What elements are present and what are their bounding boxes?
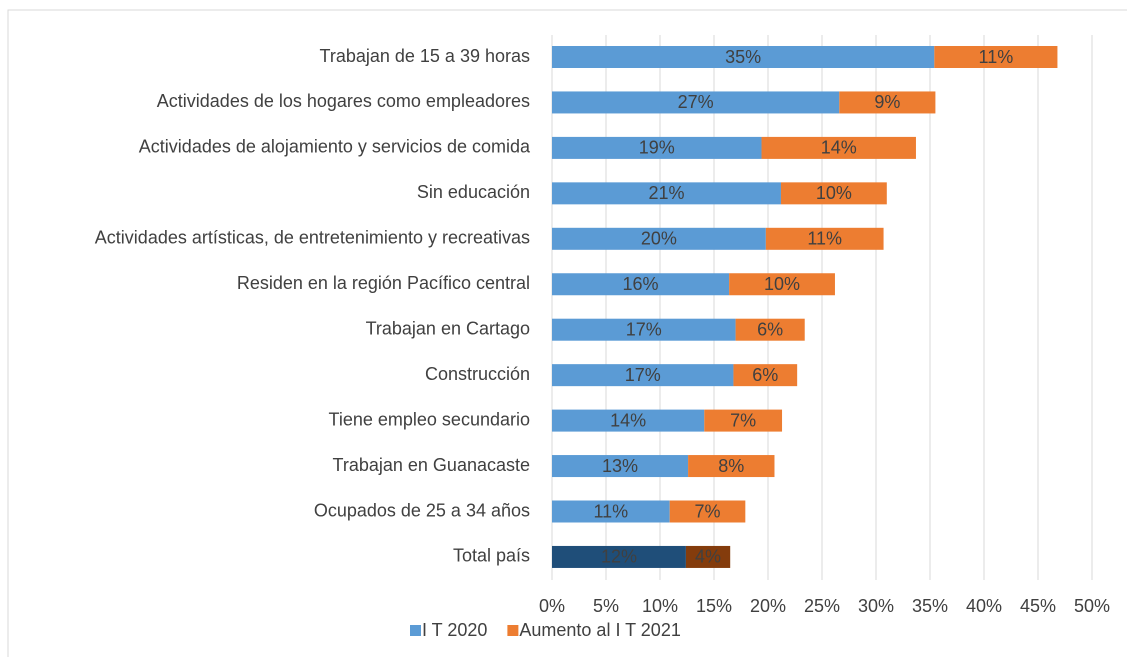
y-tick-label: Tiene empleo secundario (329, 409, 530, 429)
bar-segment (934, 46, 1058, 68)
bar-segment (552, 273, 730, 296)
y-tick-label: Trabajan en Guanacaste (333, 455, 530, 475)
data-label: 11% (594, 501, 629, 521)
data-label: 12% (601, 547, 637, 567)
data-label: 7% (695, 501, 721, 521)
data-label: 13% (602, 456, 638, 476)
x-tick-label: 40% (966, 596, 1002, 616)
bar-segment (780, 182, 887, 205)
bar-segment (761, 136, 916, 159)
bar-segment (688, 455, 775, 478)
y-tick-label: Actividades de los hogares como empleado… (157, 91, 530, 111)
bar-segment (765, 227, 884, 250)
data-label: 9% (874, 92, 900, 112)
y-tick-label: Construcción (425, 364, 530, 384)
y-tick-label: Total país (453, 546, 530, 566)
chart-border (7, 9, 1127, 657)
bar-segment (552, 455, 689, 478)
data-label: 4% (695, 547, 721, 567)
x-tick-label: 45% (1020, 596, 1056, 616)
x-tick-label: 0% (539, 596, 565, 616)
bar-segment (552, 91, 840, 114)
x-tick-label: 15% (696, 596, 732, 616)
bar-segment (685, 545, 731, 568)
bar-segment (552, 545, 686, 568)
data-label: 11% (807, 229, 842, 249)
data-label: 35% (725, 47, 761, 67)
bar-segment (733, 364, 798, 387)
bar-segment (552, 318, 736, 341)
x-tick-label: 25% (804, 596, 840, 616)
bar-segment (552, 364, 734, 387)
bar-segment (735, 318, 805, 341)
y-tick-label: Trabajan en Cartago (366, 318, 530, 338)
bar-segment (552, 500, 670, 523)
data-label: 27% (678, 92, 714, 112)
data-label: 19% (639, 138, 675, 158)
bar-segment (729, 273, 835, 296)
data-label: 10% (816, 183, 852, 203)
data-label: 20% (641, 229, 677, 249)
y-tick-label: Actividades artísticas, de entretenimien… (95, 228, 530, 248)
bar-segment (552, 182, 781, 205)
data-label: 6% (752, 365, 778, 385)
x-tick-label: 50% (1074, 596, 1110, 616)
bar-segment (552, 227, 766, 250)
y-tick-label: Actividades de alojamiento y servicios d… (139, 137, 531, 157)
data-label: 17% (625, 365, 661, 385)
legend-swatch (507, 625, 519, 636)
x-tick-label: 30% (858, 596, 894, 616)
bar-segment (839, 91, 936, 114)
legend-label: I T 2020 (422, 620, 487, 640)
x-tick-label: 35% (912, 596, 948, 616)
y-tick-label: Ocupados de 25 a 34 años (314, 500, 530, 520)
bar-segment (669, 500, 746, 523)
bar-segment (704, 409, 783, 432)
data-label: 14% (610, 410, 646, 430)
x-tick-label: 20% (750, 596, 786, 616)
data-label: 7% (730, 410, 756, 430)
y-tick-label: Residen en la región Pacífico central (237, 273, 530, 293)
y-tick-label: Trabajan de 15 a 39 horas (320, 46, 530, 66)
bar-segment (552, 136, 762, 159)
data-label: 17% (626, 319, 662, 339)
y-tick-label: Sin educación (417, 182, 530, 202)
legend-swatch (410, 625, 421, 636)
legend-label: Aumento al I T 2021 (519, 620, 680, 640)
x-tick-label: 5% (593, 596, 619, 616)
x-tick-label: 10% (642, 596, 678, 616)
data-label: 16% (623, 274, 659, 294)
data-label: 10% (764, 274, 800, 294)
bar-segment (552, 46, 935, 68)
data-label: 11% (979, 47, 1014, 67)
bar-segment (552, 409, 705, 432)
data-label: 6% (757, 319, 783, 339)
data-label: 21% (648, 183, 684, 203)
data-label: 8% (718, 456, 744, 476)
data-label: 14% (821, 138, 857, 158)
